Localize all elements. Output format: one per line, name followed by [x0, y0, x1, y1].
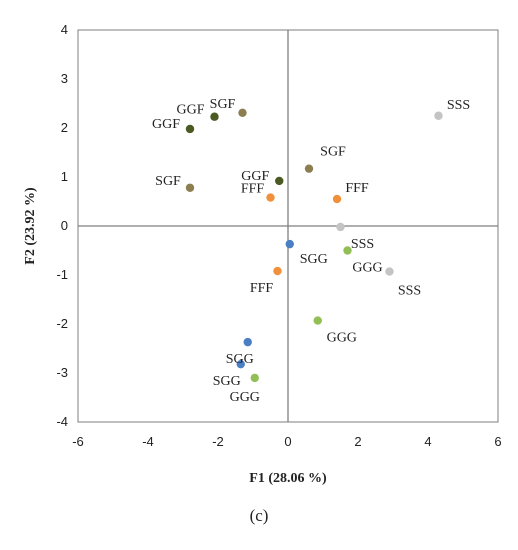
point-label-ggf: GGF [152, 117, 180, 132]
x-tick-label: 4 [424, 434, 431, 449]
y-tick-label: -2 [56, 316, 68, 331]
zero-axes [78, 30, 498, 422]
y-tick-label: -4 [56, 414, 68, 429]
data-point-sss [385, 267, 394, 276]
data-point-fff [332, 194, 342, 204]
x-tick-label: -6 [72, 434, 84, 449]
point-label-fff: FFF [250, 281, 274, 296]
data-point-sgf [304, 164, 314, 173]
point-label-ggg: GGG [230, 390, 260, 405]
y-tick-label: -3 [56, 365, 68, 380]
y-tick-label: 0 [61, 218, 68, 233]
point-label-sss: SSS [398, 284, 421, 299]
point-label-sgf: SGF [210, 97, 236, 112]
data-point-ggg [313, 316, 322, 325]
point-label-fff: FFF [345, 181, 369, 196]
point-label-ggg: GGG [352, 261, 382, 276]
point-label-sgg: SGG [226, 352, 254, 367]
data-point-sgg [243, 337, 252, 347]
x-tick-label: 2 [354, 434, 361, 449]
point-label-sgg: SGG [300, 252, 328, 267]
y-tick-label: 1 [61, 169, 68, 184]
data-points [185, 108, 443, 383]
x-axis-label: F1 (28.06 %) [249, 471, 327, 486]
point-label-sss: SSS [351, 237, 374, 252]
y-tick-label: 3 [61, 71, 68, 86]
y-tick-labels: 4 3 2 1 0 -1 -2 -3 -4 [56, 22, 68, 429]
point-label-ggf: GGF [176, 103, 204, 118]
data-point-ggf [275, 176, 284, 186]
figure-caption: (c) [249, 506, 269, 525]
point-label-ggg: GGG [327, 331, 357, 346]
point-label-sgf: SGF [320, 145, 346, 160]
x-tick-label: 0 [284, 434, 291, 449]
data-point-fff [266, 193, 275, 202]
x-tick-label: 6 [494, 434, 501, 449]
data-point-sgg [236, 359, 245, 369]
point-label-sss: SSS [447, 98, 470, 113]
data-point-ggf [185, 124, 195, 134]
data-point-sgf [185, 183, 195, 192]
x-tick-label: -2 [212, 434, 224, 449]
y-tick-label: -1 [56, 267, 68, 282]
y-axis-label: F2 (23.92 %) [23, 187, 38, 265]
data-point-fff [273, 266, 282, 276]
x-tick-labels: -6 -4 -2 0 2 4 6 [72, 434, 501, 449]
data-point-sss [434, 111, 443, 120]
data-point-ggg [343, 246, 352, 255]
x-tick-label: -4 [142, 434, 154, 449]
data-point-ggf [210, 112, 219, 121]
data-point-sgg [285, 239, 294, 249]
point-label-sgf: SGF [155, 174, 181, 189]
data-point-ggg [250, 373, 259, 383]
data-point-sgf [238, 108, 247, 118]
point-label-sgg: SGG [213, 374, 241, 389]
y-tick-label: 2 [61, 120, 68, 135]
y-tick-label: 4 [61, 22, 68, 37]
point-label-ggf: GGF [241, 169, 269, 184]
point-label-fff: FFF [241, 182, 265, 197]
data-point-sss [336, 222, 345, 232]
